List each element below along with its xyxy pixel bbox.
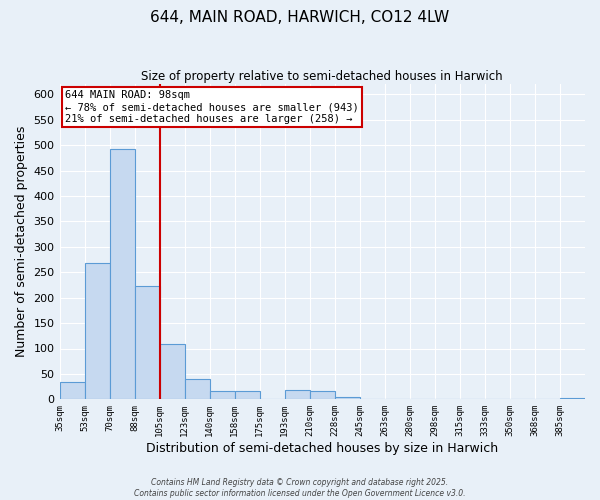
Bar [134,286,160,400]
Bar [335,397,360,400]
Text: 644, MAIN ROAD, HARWICH, CO12 4LW: 644, MAIN ROAD, HARWICH, CO12 4LW [151,10,449,25]
Bar [185,379,209,400]
Bar [59,382,85,400]
Bar [160,344,185,400]
Bar [85,263,110,400]
Bar [235,390,260,400]
Bar [310,390,335,400]
Y-axis label: Number of semi-detached properties: Number of semi-detached properties [15,126,28,358]
X-axis label: Distribution of semi-detached houses by size in Harwich: Distribution of semi-detached houses by … [146,442,499,455]
Text: Contains HM Land Registry data © Crown copyright and database right 2025.
Contai: Contains HM Land Registry data © Crown c… [134,478,466,498]
Bar [560,398,585,400]
Bar [209,390,235,400]
Title: Size of property relative to semi-detached houses in Harwich: Size of property relative to semi-detach… [142,70,503,83]
Text: 644 MAIN ROAD: 98sqm
← 78% of semi-detached houses are smaller (943)
21% of semi: 644 MAIN ROAD: 98sqm ← 78% of semi-detac… [65,90,359,124]
Bar [285,390,310,400]
Bar [110,148,134,400]
